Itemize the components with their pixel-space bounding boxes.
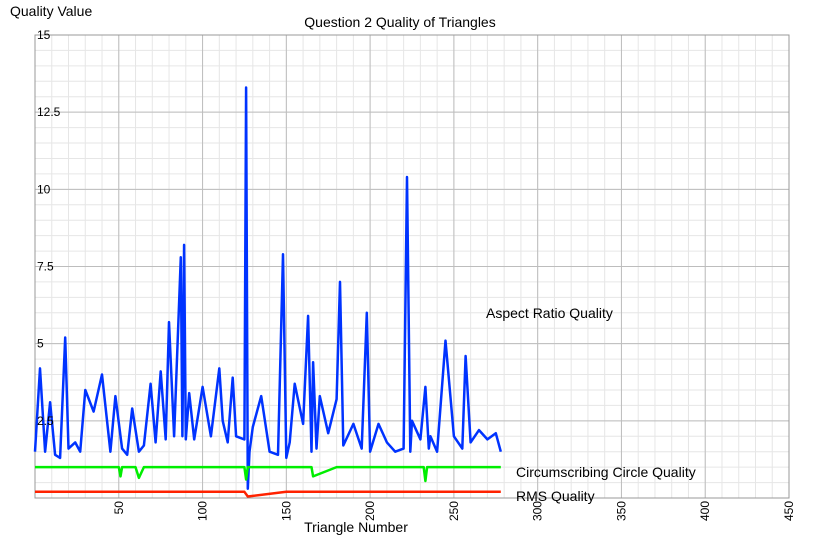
series-layer (33, 86, 503, 498)
chart-title: Question 2 Quality of Triangles (304, 14, 495, 30)
y-tick-label: 2.5 (37, 414, 54, 428)
x-tick-label: 450 (782, 501, 796, 521)
x-tick-label: 400 (698, 501, 712, 521)
annotation-aspect-ratio: Aspect Ratio Quality (486, 305, 613, 321)
series-line-2 (35, 490, 501, 498)
y-axis-label: Quality Value (10, 3, 92, 19)
x-tick-label: 250 (447, 501, 461, 521)
x-tick-label: 100 (196, 501, 210, 521)
y-tick-label: 15 (37, 28, 51, 42)
x-tick-label: 300 (531, 501, 545, 521)
tick-labels: 50 100 150 200 250 300 350 400 450 2.5 5 7.5 10 12.5 1… (37, 28, 796, 521)
y-tick-label: 12.5 (37, 105, 61, 119)
x-tick-label: 50 (112, 501, 126, 515)
y-tick-label: 10 (37, 182, 51, 196)
series-line-0 (33, 86, 503, 490)
y-tick-label: 5 (37, 337, 44, 351)
x-tick-label: 150 (279, 501, 293, 521)
y-tick-label: 7.5 (37, 260, 54, 274)
major-grid (34, 34, 790, 499)
annotation-circumscribing-circle: Circumscribing Circle Quality (516, 464, 696, 480)
x-tick-label: 200 (363, 501, 377, 521)
annotation-rms: RMS Quality (516, 488, 595, 504)
x-axis-label: Triangle Number (304, 519, 408, 535)
x-tick-label: 350 (614, 501, 628, 521)
series-line-1 (35, 465, 501, 483)
plot-border (34, 34, 790, 499)
